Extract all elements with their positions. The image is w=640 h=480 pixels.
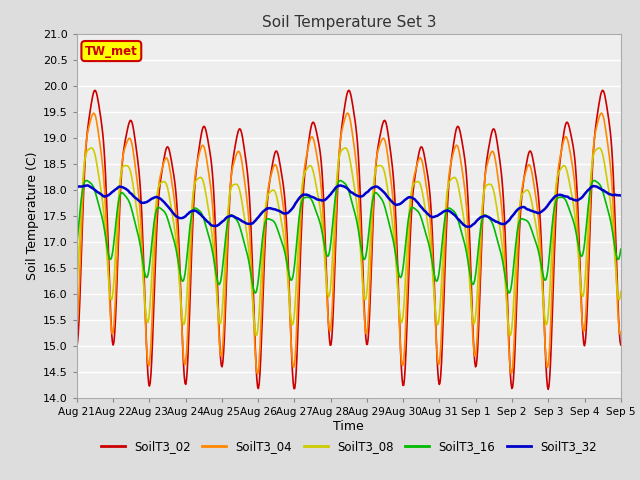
SoilT3_32: [431, 214, 439, 219]
SoilT3_16: [252, 290, 259, 296]
SoilT3_08: [194, 176, 202, 181]
Line: SoilT3_32: SoilT3_32: [77, 185, 621, 227]
SoilT3_02: [195, 149, 202, 155]
SoilT3_08: [223, 230, 230, 236]
SoilT3_32: [223, 214, 231, 220]
Line: SoilT3_16: SoilT3_16: [77, 180, 621, 293]
SoilT3_08: [617, 288, 625, 294]
SoilT3_02: [617, 342, 625, 348]
SoilT3_16: [223, 227, 230, 232]
Line: SoilT3_02: SoilT3_02: [77, 90, 621, 389]
SoilT3_08: [506, 333, 514, 338]
SoilT3_08: [416, 180, 424, 186]
SoilT3_08: [431, 308, 439, 314]
SoilT3_32: [84, 182, 92, 188]
SoilT3_32: [73, 183, 81, 189]
SoilT3_16: [617, 246, 625, 252]
SoilT3_04: [617, 330, 625, 336]
SoilT3_16: [194, 206, 202, 212]
SoilT3_32: [83, 183, 90, 189]
Text: TW_met: TW_met: [85, 45, 138, 58]
SoilT3_32: [416, 203, 424, 208]
Line: SoilT3_08: SoilT3_08: [77, 148, 621, 336]
SoilT3_08: [83, 149, 90, 155]
SoilT3_32: [140, 200, 147, 206]
SoilT3_16: [73, 241, 81, 247]
SoilT3_04: [73, 326, 81, 332]
Y-axis label: Soil Temperature (C): Soil Temperature (C): [26, 152, 39, 280]
SoilT3_02: [431, 313, 439, 319]
SoilT3_32: [466, 224, 474, 230]
SoilT3_08: [342, 145, 349, 151]
SoilT3_02: [223, 252, 231, 258]
SoilT3_32: [617, 192, 625, 198]
SoilT3_02: [545, 386, 552, 392]
SoilT3_04: [433, 336, 440, 342]
SoilT3_02: [83, 136, 90, 142]
SoilT3_16: [433, 278, 440, 284]
SoilT3_02: [140, 252, 147, 258]
SoilT3_08: [73, 283, 81, 289]
SoilT3_16: [336, 178, 344, 183]
SoilT3_04: [139, 254, 147, 260]
Line: SoilT3_04: SoilT3_04: [77, 113, 621, 374]
SoilT3_02: [73, 343, 81, 348]
SoilT3_02: [416, 147, 424, 153]
SoilT3_04: [83, 136, 90, 142]
SoilT3_32: [195, 210, 202, 216]
X-axis label: Time: Time: [333, 420, 364, 433]
SoilT3_04: [417, 155, 424, 161]
Legend: SoilT3_02, SoilT3_04, SoilT3_08, SoilT3_16, SoilT3_32: SoilT3_02, SoilT3_04, SoilT3_08, SoilT3_…: [96, 436, 602, 458]
SoilT3_04: [344, 110, 351, 116]
SoilT3_16: [139, 258, 147, 264]
Title: Soil Temperature Set 3: Soil Temperature Set 3: [262, 15, 436, 30]
SoilT3_16: [417, 213, 424, 218]
SoilT3_04: [194, 156, 202, 162]
SoilT3_04: [254, 371, 262, 377]
SoilT3_08: [139, 267, 147, 273]
SoilT3_02: [91, 87, 99, 93]
SoilT3_04: [223, 254, 230, 260]
SoilT3_16: [83, 178, 90, 183]
